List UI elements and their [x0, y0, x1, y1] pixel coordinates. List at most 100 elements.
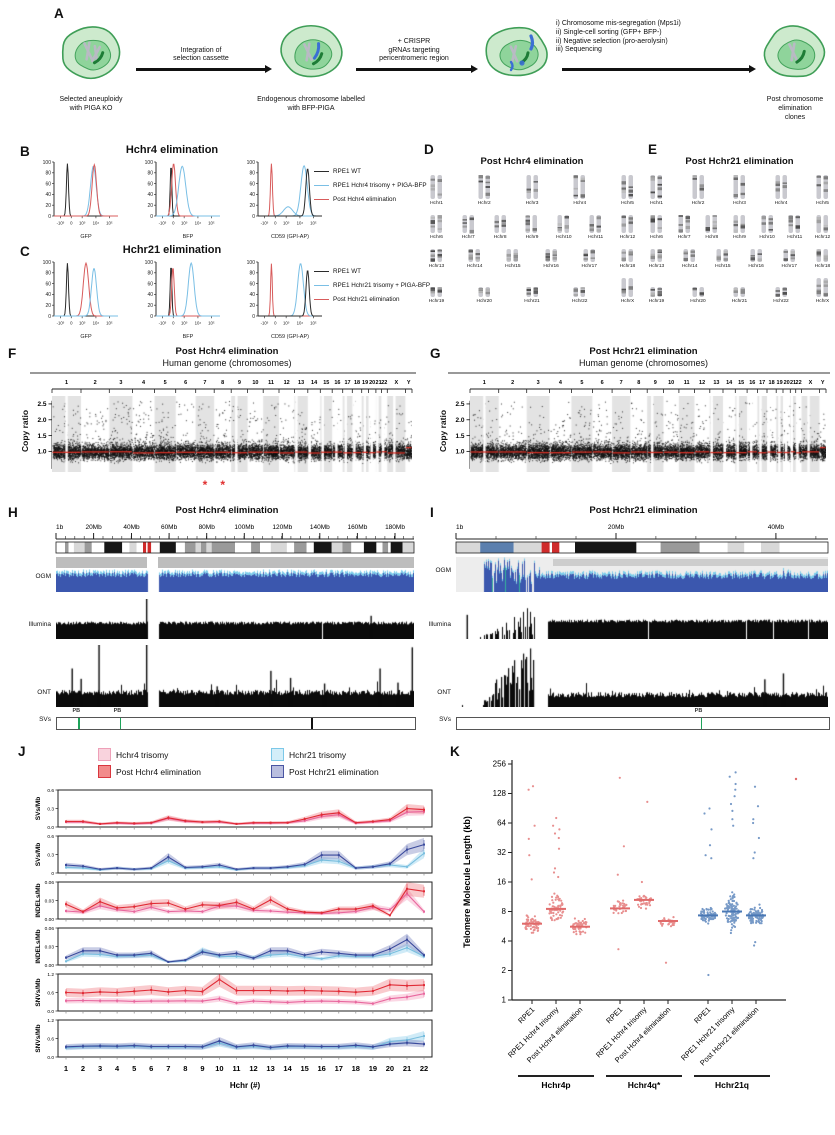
median-line — [746, 914, 766, 917]
chromosome-label: Hchr15 — [505, 264, 521, 269]
chromosome-label: Hchr17 — [581, 264, 597, 269]
beeswarm-column-7 — [699, 807, 717, 977]
chromosome-tick-label: 5 — [580, 380, 583, 386]
chromosome-pair-drawing — [816, 278, 828, 297]
svg-text:10⁴: 10⁴ — [195, 221, 202, 226]
chromosome-label: Hchr9 — [733, 235, 746, 240]
chromosome-pair-hchr19: Hchr19 — [428, 286, 445, 304]
workflow-arrow-2: + CRISPR gRNAs targeting pericentromeric r… — [350, 18, 478, 71]
chromosome-label: Hchr5 — [816, 201, 829, 206]
flow-x-axis-label: CD59 (GPI-AP) — [271, 334, 309, 340]
chromosome-pair-hchr10: Hchr10 — [555, 214, 572, 240]
chromosome-pair-hchr3: Hchr3 — [524, 174, 541, 206]
j-ylabel: SVs/Mb — [35, 797, 42, 821]
sv-mark — [78, 718, 81, 729]
chromosome-label: Hchr7 — [677, 235, 691, 240]
svg-text:10⁴: 10⁴ — [297, 321, 304, 326]
chromosome-label: Hchr22 — [773, 299, 789, 304]
copy-ratio-scatter — [470, 396, 826, 472]
svg-text:40: 40 — [249, 192, 255, 198]
browser-tracks: 1b 20Mb 40Mb PB OGM Illumina ONT SVs — [424, 505, 835, 740]
track-label-svs: SVs — [39, 716, 51, 723]
svg-text:10⁵: 10⁵ — [106, 321, 113, 326]
j-xtick-label: 18 — [352, 1064, 360, 1073]
svg-text:80: 80 — [45, 171, 51, 177]
j-xtick-label: 10 — [215, 1064, 223, 1073]
j-xtick-label: 1 — [64, 1064, 68, 1073]
flow-histogram-cd59: 0 20 40 60 80 100 -10³ 0 10³ 10⁴ 10⁵ CD59 (GPI-AP) — [234, 157, 328, 246]
chromosome-pair-drawing — [430, 175, 442, 199]
chromosome-pair-hchr12: Hchr12 — [814, 214, 831, 240]
panel-h-genome-browser: H Post Hchr4 elimination 1b 20Mb 40Mb 60Mb 8… — [6, 505, 420, 740]
chromosome-label: HchrX — [620, 299, 635, 304]
chromosome-pair-hchr5: Hchr5 — [619, 174, 636, 206]
cell-drawing — [61, 26, 121, 80]
chromosome-label: Hchr13 — [648, 264, 665, 269]
arrow-step-text: Integration of selection cassette — [173, 46, 229, 63]
legend-label: RPE1 Hchr4 trisomy + PIGA-BFP — [333, 182, 427, 189]
chromosome-tick-label: 18 — [354, 380, 360, 386]
legend-item: Post Hchr4 elimination — [98, 765, 263, 778]
ont-coverage — [56, 645, 414, 707]
panel-label-d: D — [424, 142, 434, 157]
k-ytick-label: 16 — [497, 878, 506, 887]
svg-text:10⁵: 10⁵ — [208, 221, 215, 226]
flow-curve-post-elimination — [156, 163, 220, 217]
chromosome-tick-label: 21 — [790, 380, 796, 386]
flow-curve-rpe1-wt — [54, 263, 118, 317]
chromosome-icon — [83, 41, 93, 61]
ruler-label: 40Mb — [768, 524, 785, 531]
flow-curve-post-elimination — [258, 263, 322, 317]
chromosome-tick-label: 20 — [369, 380, 375, 386]
panel-label-a: A — [54, 6, 64, 21]
svg-text:60: 60 — [45, 181, 51, 187]
svg-text:0: 0 — [172, 321, 175, 326]
chromosome-label: Hchr14 — [681, 264, 698, 269]
y-tick-label: 2.0 — [455, 417, 464, 424]
cell-drawing — [485, 26, 548, 77]
y-tick-label: 2.0 — [37, 417, 46, 424]
legend-label: Post Hchr21 elimination — [289, 766, 379, 777]
beeswarm-column-9 — [747, 785, 765, 947]
flow-histogram-svg: 0 20 40 60 80 100 -10³ 0 10³ 10⁴ 10⁵ BFP — [145, 160, 220, 240]
chromosome-tick-label: 16 — [749, 380, 755, 386]
j-xtick-label: 20 — [386, 1064, 394, 1073]
legend-line-swatch — [314, 170, 329, 173]
chromosome-label: Hchr3 — [525, 201, 539, 206]
cell-caption: Selected aneuploidy with PIGA KO — [59, 96, 123, 112]
flow-histogram-svg: 0 20 40 60 80 100 -10³ 0 10³ 10⁴ 10⁵ CD59 (GPI-AP) — [247, 160, 322, 240]
chromosome-icon — [311, 52, 324, 66]
cell-nucleus — [777, 39, 816, 70]
chromosome-pair-drawing — [526, 287, 538, 297]
svg-text:0: 0 — [172, 221, 175, 226]
ruler-label: 20Mb — [85, 524, 102, 531]
flow-x-axis-label: CD59 (GPI-AP) — [271, 234, 309, 240]
flow-histogram-cd59: 0 20 40 60 80 100 -10³ 0 10³ 10⁴ 10⁵ CD59 (GPI-AP) — [234, 257, 328, 346]
chromosome-tick-label: 9 — [238, 380, 241, 386]
svg-text:20: 20 — [45, 303, 51, 309]
chromosome-pair-hchr22: Hchr22 — [773, 286, 790, 304]
svg-text:80: 80 — [249, 271, 255, 277]
chromosome-label: Hchr4 — [573, 201, 587, 206]
chromosome-label: Hchr2 — [477, 201, 491, 206]
panel-title: Post Hchr21 elimination — [589, 505, 698, 516]
copy-ratio-chart: 1 2 3 4 5 6 7 8 9 10 11 12 13 14 15 16 17 18 19 20 21 22 X Y 1.0… — [424, 346, 835, 504]
svg-text:0: 0 — [48, 314, 51, 320]
k-ytick-label: 4 — [502, 937, 507, 946]
workflow-arrow-1: Integration of selection cassette — [130, 18, 272, 71]
ruler-label: 180Mb — [385, 524, 405, 531]
ruler-label: 160Mb — [347, 524, 367, 531]
svg-text:0: 0 — [150, 314, 153, 320]
svg-text:80: 80 — [45, 271, 51, 277]
chromosome-icon — [788, 42, 798, 62]
flow-curve-trisomy — [54, 268, 118, 317]
chromosome-pair-hchr16: Hchr16 — [543, 248, 560, 269]
panel-title: Post Hchr4 elimination — [175, 346, 279, 357]
svg-text:10⁴: 10⁴ — [93, 221, 100, 226]
chromosome-tick-label: 14 — [726, 380, 733, 386]
svs-track — [456, 717, 830, 730]
j-xtick-label: 6 — [149, 1064, 153, 1073]
chromosome-pair-drawing — [545, 249, 557, 262]
chromosome-tick-label: 15 — [738, 380, 744, 386]
chromosome-pair-hchrx: HchrX — [619, 277, 636, 304]
